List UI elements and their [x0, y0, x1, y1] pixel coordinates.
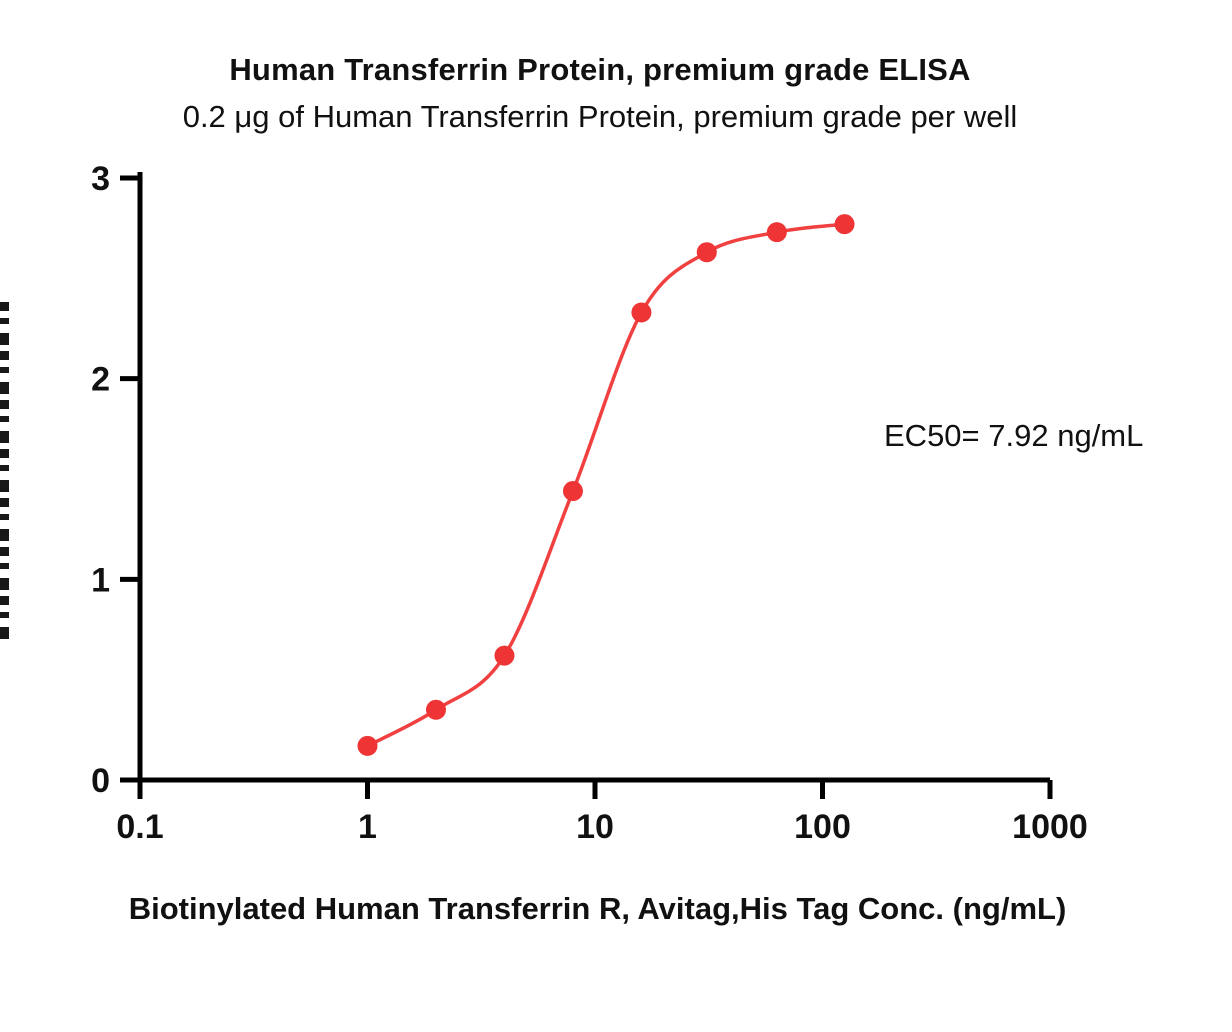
ec50-annotation: EC50= 7.92 ng/mL	[884, 418, 1144, 453]
chart-subtitle: 0.2 μg of Human Transferrin Protein, pre…	[182, 99, 1018, 134]
data-point	[562, 481, 583, 502]
data-point	[357, 735, 378, 756]
x-tick-label: 1	[358, 808, 377, 846]
x-tick-label: 1000	[1012, 808, 1088, 846]
x-axis-title: Biotinylated Human Transferrin R, Avitag…	[128, 891, 1067, 926]
x-tick-label: 0.1	[116, 808, 163, 846]
chart-title: Human Transferrin Protein, premium grade…	[229, 52, 971, 87]
data-point	[766, 222, 787, 243]
y-tick-label: 3	[91, 160, 110, 198]
x-tick-label: 10	[576, 808, 614, 846]
fit-curve	[366, 222, 845, 748]
y-axis-label-clipped	[0, 302, 9, 644]
data-point	[425, 699, 446, 720]
data-point	[696, 242, 717, 263]
data-point	[494, 645, 515, 666]
y-tick-label: 2	[91, 361, 110, 399]
y-tick-label: 1	[91, 561, 110, 599]
data-point	[631, 302, 652, 323]
data-point	[834, 214, 855, 235]
x-tick-label: 100	[794, 808, 851, 846]
y-tick-label: 0	[91, 762, 110, 800]
